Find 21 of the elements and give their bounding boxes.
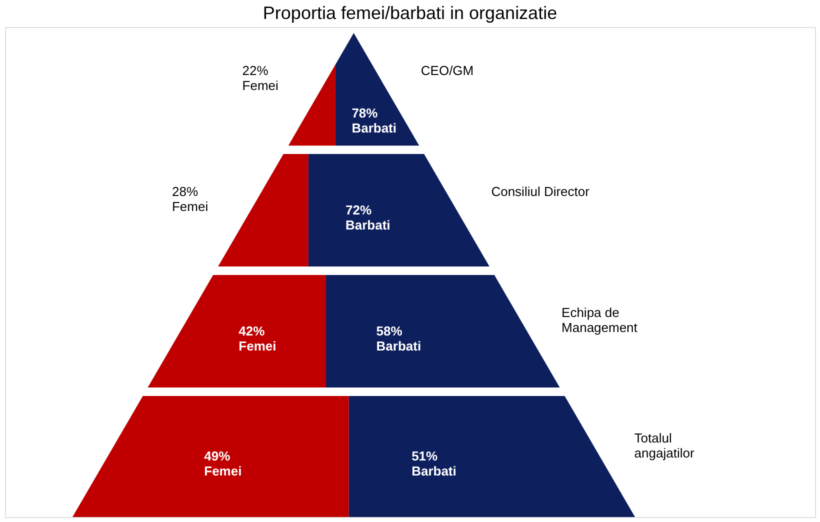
text: Proportia femei/barbati in organizatie (262, 3, 558, 23)
data-label: 58% (376, 323, 403, 338)
text: Barbati (346, 217, 390, 232)
category-label: Totalul angajatilor (634, 430, 695, 460)
data-label: 72% (346, 202, 372, 218)
series-label: Barbati (352, 120, 397, 136)
category-label: Echipa de Management (562, 305, 638, 336)
data-label: 22% (242, 63, 269, 78)
data-label: 49% (204, 448, 231, 464)
data-label: 42% (238, 323, 266, 338)
data-label: 51% (412, 448, 438, 464)
series-label: Femei (238, 338, 276, 354)
text: Femei (242, 78, 278, 94)
text: Femei (172, 199, 208, 214)
category-label: Consiliul Director (491, 184, 590, 200)
text: Barbati (376, 338, 422, 354)
category-label: CEO/GM (420, 63, 474, 78)
data-label: 78% (352, 106, 378, 121)
text: Barbati (412, 464, 456, 479)
text: Femei (204, 464, 242, 479)
data-label: 28% (172, 184, 198, 200)
